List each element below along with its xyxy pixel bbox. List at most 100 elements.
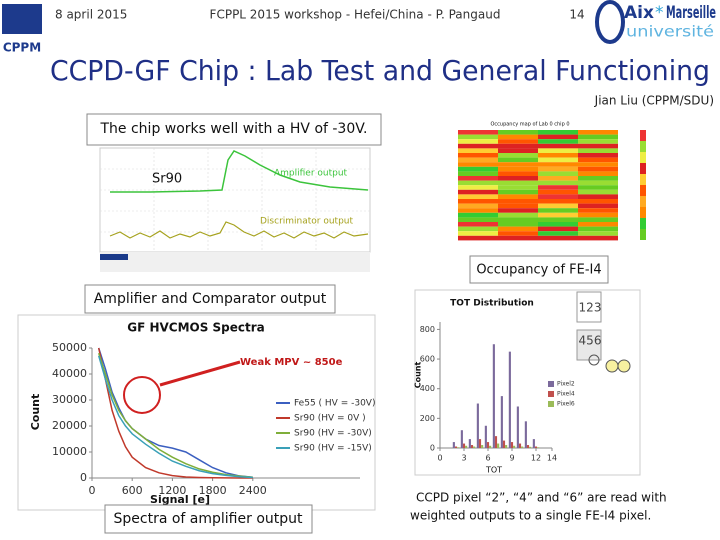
occupancy-cell (458, 130, 498, 135)
occupancy-cell (578, 157, 618, 163)
legend-label: Pixel6 (557, 401, 575, 408)
occupancy-cell (538, 139, 578, 144)
callout-hv: The chip works well with a HV of -30V. (100, 121, 368, 137)
occupancy-cell (578, 222, 618, 227)
callout-amplifier: Amplifier and Comparator output (94, 291, 327, 307)
occupancy-cell (458, 194, 498, 199)
occupancy-title: Occupancy map of Lab 0 chip 0 (490, 122, 569, 128)
occupancy-cell (458, 176, 498, 181)
occupancy-cell (498, 212, 538, 218)
series-line (97, 347, 253, 479)
bar (470, 445, 474, 448)
y-tick-label: 800 (420, 325, 435, 334)
occupancy-cell (498, 203, 538, 209)
occupancy-cell (498, 217, 538, 222)
occupancy-cell (458, 143, 498, 149)
occupancy-scale (640, 163, 646, 174)
amu-logo-marseille: Marseille (666, 3, 716, 23)
bar (473, 446, 476, 448)
series-line (97, 355, 253, 479)
occupancy-cell (498, 134, 538, 140)
bar (460, 430, 463, 448)
occupancy-cell (458, 217, 498, 222)
legend-swatch (548, 391, 554, 397)
occupancy-scale (640, 141, 646, 152)
occupancy-cell (498, 185, 538, 190)
occupancy-cell (498, 171, 538, 176)
occupancy-cell (538, 153, 578, 158)
occupancy-cell (578, 176, 618, 181)
occupancy-cell (578, 134, 618, 140)
tot-title: TOT Distribution (450, 299, 534, 309)
occupancy-cell (498, 157, 538, 163)
occupancy-cell (578, 143, 618, 149)
bar (521, 446, 524, 448)
occupancy-cell (538, 194, 578, 199)
occupancy-cell (458, 222, 498, 227)
occupancy-picture (447, 118, 655, 250)
slide-title: CCPD-GF Chip : Lab Test and General Func… (50, 54, 710, 87)
occupancy-cell (578, 180, 618, 186)
amu-logo-aix: Aix (624, 3, 654, 23)
bar (494, 436, 498, 448)
bar (537, 447, 540, 448)
occupancy-cell (458, 189, 498, 195)
occupancy-cell (458, 185, 498, 190)
occupancy-cell (578, 231, 618, 236)
bar (476, 403, 479, 448)
occupancy-cell (458, 208, 498, 213)
pixel-label: 456 (579, 334, 602, 348)
occupancy-cell (458, 148, 498, 153)
bar (529, 446, 532, 448)
legend-swatch (548, 381, 554, 387)
occupancy-scale (640, 185, 646, 196)
occupancy-cell (538, 162, 578, 167)
legend-label: Pixel2 (557, 381, 575, 388)
occupancy-cell (578, 203, 618, 209)
x-tick-label: 600 (122, 484, 143, 497)
bar (454, 446, 458, 448)
occupancy-cell (578, 208, 618, 213)
bar (489, 445, 492, 448)
occupancy-cell (578, 130, 618, 135)
bar (468, 439, 471, 448)
bar (505, 445, 508, 448)
occupancy-cell (458, 180, 498, 186)
scope-picture (99, 147, 371, 272)
annotation-arrow (159, 360, 241, 387)
occupancy-scale (640, 130, 646, 141)
spectra-xlabel: Signal [e] (150, 493, 210, 506)
occupancy-cell (538, 212, 578, 218)
caption-line: CCPD pixel “2”, “4” and “6” are read wit… (416, 491, 667, 505)
y-tick-label: 0 (430, 444, 435, 453)
bar (500, 396, 503, 448)
occupancy-cell (538, 134, 578, 140)
bar (516, 406, 519, 448)
bar (526, 445, 530, 448)
bar (524, 421, 527, 448)
occupancy-cell (498, 130, 538, 135)
callout-occupancy: Occupancy of FE-I4 (476, 263, 601, 278)
occupancy-cell (458, 199, 498, 204)
spectra-ylabel: Count (29, 394, 42, 431)
y-tick-label: 20000 (52, 419, 87, 432)
occupancy-cell (538, 171, 578, 176)
occupancy-cell (458, 166, 498, 172)
occupancy-cell (538, 148, 578, 153)
pixel-dot (617, 359, 631, 373)
bar (452, 442, 455, 448)
bar (462, 443, 466, 448)
callout-box (84, 284, 336, 314)
occupancy-cell (538, 203, 578, 209)
occupancy-cell (538, 185, 578, 190)
bar (534, 446, 538, 448)
occupancy-cell (498, 148, 538, 153)
occupancy-cell (538, 157, 578, 163)
callout-box (86, 113, 382, 146)
occupancy-cell (458, 235, 498, 241)
y-tick-label: 200 (420, 414, 435, 423)
occupancy-cell (498, 139, 538, 144)
legend-label: Sr90 (HV = 0V ) (294, 414, 366, 424)
occupancy-cell (458, 212, 498, 218)
occupancy-scale (640, 174, 646, 185)
